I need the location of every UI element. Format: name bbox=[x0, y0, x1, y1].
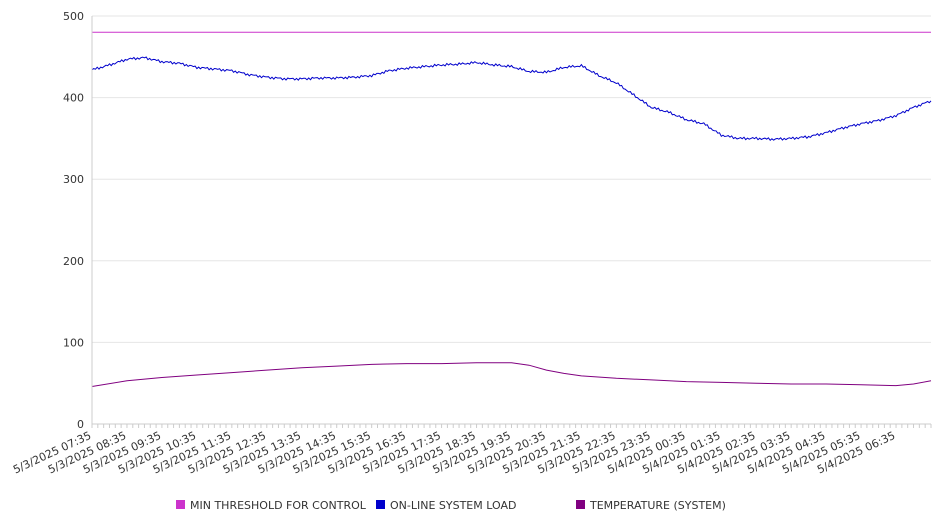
legend-label: ON-LINE SYSTEM LOAD bbox=[390, 499, 516, 512]
y-tick-label: 0 bbox=[77, 418, 84, 431]
y-tick-label: 200 bbox=[63, 255, 84, 268]
y-tick-label: 100 bbox=[63, 336, 84, 349]
y-tick-label: 300 bbox=[63, 173, 84, 186]
grid-layer bbox=[92, 15, 931, 343]
legend-label: TEMPERATURE (SYSTEM) bbox=[589, 499, 726, 512]
series-layer bbox=[91, 31, 932, 387]
legend-swatch bbox=[176, 500, 185, 509]
y-tick-label: 400 bbox=[63, 92, 84, 105]
series-line-2 bbox=[91, 56, 932, 142]
chart-legend: MIN THRESHOLD FOR CONTROL ON-LINE SYSTEM … bbox=[176, 499, 726, 512]
legend-label: MIN THRESHOLD FOR CONTROL bbox=[190, 499, 367, 512]
series-line-3 bbox=[91, 362, 932, 387]
legend-swatch bbox=[376, 500, 385, 509]
legend-swatch bbox=[576, 500, 585, 509]
y-tick-label: 500 bbox=[63, 10, 84, 23]
